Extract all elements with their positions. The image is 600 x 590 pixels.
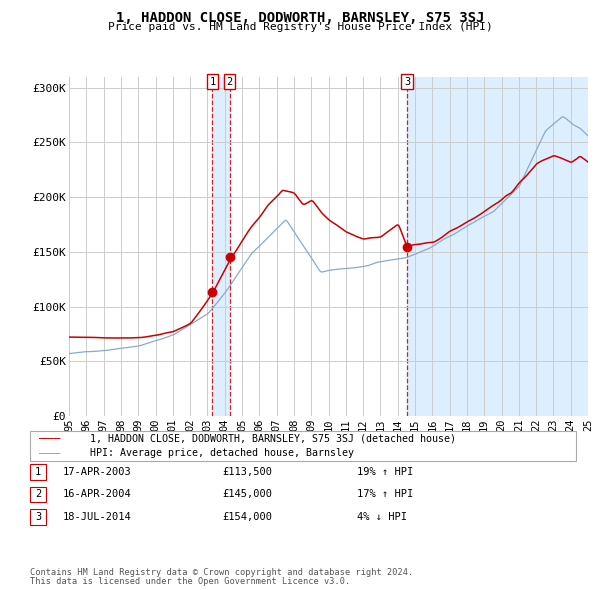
Text: This data is licensed under the Open Government Licence v3.0.: This data is licensed under the Open Gov… bbox=[30, 578, 350, 586]
Text: ———: ——— bbox=[39, 432, 61, 445]
Text: ———: ——— bbox=[39, 447, 61, 460]
Text: 17-APR-2003: 17-APR-2003 bbox=[63, 467, 132, 477]
Text: 3: 3 bbox=[404, 77, 410, 87]
Text: 19% ↑ HPI: 19% ↑ HPI bbox=[357, 467, 413, 477]
Text: 17% ↑ HPI: 17% ↑ HPI bbox=[357, 490, 413, 499]
Bar bbox=[407, 77, 593, 416]
Text: £113,500: £113,500 bbox=[222, 467, 272, 477]
Text: Contains HM Land Registry data © Crown copyright and database right 2024.: Contains HM Land Registry data © Crown c… bbox=[30, 568, 413, 577]
Text: 16-APR-2004: 16-APR-2004 bbox=[63, 490, 132, 499]
Text: 1: 1 bbox=[209, 77, 215, 87]
Text: 2: 2 bbox=[227, 77, 233, 87]
Bar bbox=[212, 77, 230, 416]
Text: 3: 3 bbox=[35, 512, 41, 522]
Text: £154,000: £154,000 bbox=[222, 512, 272, 522]
Text: 1, HADDON CLOSE, DODWORTH, BARNSLEY, S75 3SJ (detached house): 1, HADDON CLOSE, DODWORTH, BARNSLEY, S75… bbox=[90, 434, 456, 444]
Text: 1: 1 bbox=[35, 467, 41, 477]
Text: 1, HADDON CLOSE, DODWORTH, BARNSLEY, S75 3SJ: 1, HADDON CLOSE, DODWORTH, BARNSLEY, S75… bbox=[116, 11, 484, 25]
Text: 4% ↓ HPI: 4% ↓ HPI bbox=[357, 512, 407, 522]
Text: 18-JUL-2014: 18-JUL-2014 bbox=[63, 512, 132, 522]
Text: 2: 2 bbox=[35, 490, 41, 499]
Text: £145,000: £145,000 bbox=[222, 490, 272, 499]
Text: HPI: Average price, detached house, Barnsley: HPI: Average price, detached house, Barn… bbox=[90, 448, 354, 458]
Text: Price paid vs. HM Land Registry's House Price Index (HPI): Price paid vs. HM Land Registry's House … bbox=[107, 22, 493, 32]
